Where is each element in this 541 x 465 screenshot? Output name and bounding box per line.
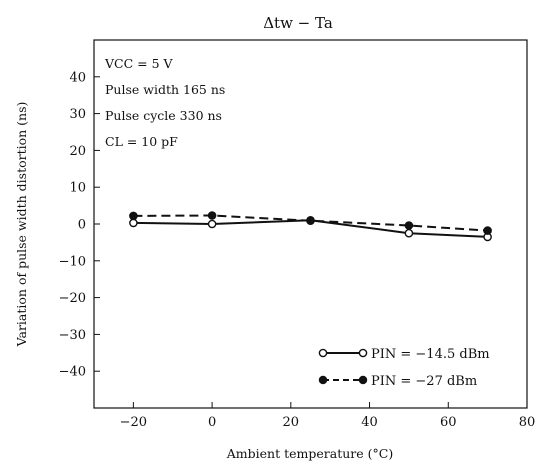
x-axis: −20 0 20 40 60 80 [120,402,536,430]
y-tick-label: −10 [59,254,86,269]
condition-pulse-width: Pulse width 165 ns [105,82,225,97]
condition-vcc: VCC = 5 V [104,56,174,71]
series-2-line [133,214,488,232]
x-tick-label: 80 [519,415,536,430]
series-layer [129,211,492,242]
series-2 [129,211,492,235]
x-tick-label: 40 [361,415,378,430]
y-tick-label: 30 [69,107,86,122]
conditions-block: VCC = 5 V Pulse width 165 ns Pulse cycle… [104,56,225,149]
x-tick-label: 60 [440,415,457,430]
y-tick-label: 0 [78,218,86,233]
x-tick-label: −20 [120,415,147,430]
legend-marker-filled-circle [358,375,368,385]
y-axis-title: Variation of pulse width distortion (ns) [14,102,29,348]
condition-load-capacitance: CL = 10 pF [105,134,178,149]
y-tick-label: 10 [69,181,86,196]
y-axis: 40 30 20 10 0 −10 −20 −30 −40 [59,70,100,380]
x-axis-title: Ambient temperature (°C) [226,446,393,461]
legend-item-series-2: PIN = −27 dBm [318,374,477,389]
series-2-point [129,211,138,221]
legend: PIN = −14.5 dBm PIN = −27 dBm [318,347,490,389]
series-2-point [306,216,315,225]
y-tick-label: 40 [69,70,86,85]
series-1-point [404,228,414,238]
y-tick-label: −30 [59,328,86,343]
legend-marker-filled-circle [318,375,328,385]
series-2-point [483,226,492,235]
y-tick-label: −40 [59,365,86,380]
x-tick-label: 0 [208,415,216,430]
series-2-point [404,221,414,230]
legend-marker-open-circle [318,348,328,358]
legend-item-series-1: PIN = −14.5 dBm [318,347,490,362]
series-1-point [207,219,217,229]
y-tick-label: −20 [59,291,86,306]
y-tick-label: 20 [69,144,86,159]
legend-label-series-2: PIN = −27 dBm [371,374,477,389]
chart-title: Δtw − Ta [263,14,333,32]
x-tick-label: 20 [283,415,300,430]
series-2-point [207,211,217,220]
legend-label-series-1: PIN = −14.5 dBm [371,347,490,362]
legend-marker-open-circle [358,348,368,358]
condition-pulse-cycle: Pulse cycle 330 ns [105,108,222,123]
series-1-point [129,218,138,228]
